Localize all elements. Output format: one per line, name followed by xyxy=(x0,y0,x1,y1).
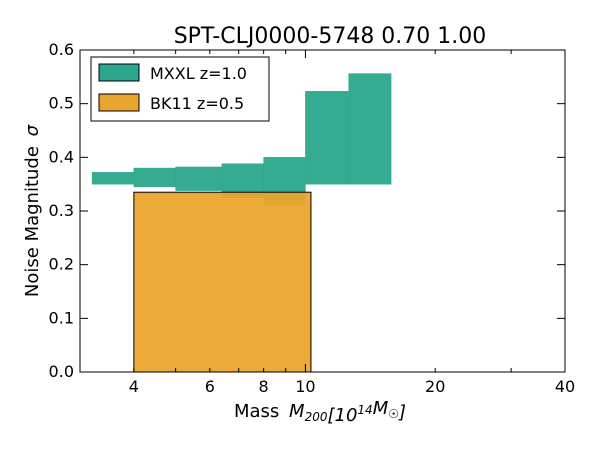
y-tick-label: 0.4 xyxy=(49,147,74,166)
chart-title: SPT-CLJ0000-5748 0.70 1.00 xyxy=(174,24,487,49)
mxxl-band-5 xyxy=(305,91,349,185)
mxxl-band-1 xyxy=(133,167,176,188)
x-axis-label-text: Mass xyxy=(234,401,279,422)
y-axis-label-text: Noise Magnitude xyxy=(22,146,43,297)
mxxl-band-6 xyxy=(348,73,392,185)
y-tick-label: 0.6 xyxy=(49,40,74,59)
y-axis-label-symbol: σ xyxy=(22,124,43,136)
x-tick-label: 4 xyxy=(129,377,139,396)
legend-label: MXXL z=1.0 xyxy=(150,64,247,83)
x-tick-label: 20 xyxy=(425,377,445,396)
x-tick-label: 10 xyxy=(295,377,315,396)
y-tick-label: 0.3 xyxy=(49,201,74,220)
plot-area xyxy=(91,73,392,373)
x-tick-label: 40 xyxy=(555,377,575,396)
bk11-band-0 xyxy=(133,191,312,373)
x-axis-label-math: M200[1014M☉] xyxy=(289,398,406,426)
y-tick-label: 0.2 xyxy=(49,255,74,274)
x-tick-label: 6 xyxy=(205,377,215,396)
x-axis: 4 6 8 10 20 40 xyxy=(79,50,575,396)
y-tick-label: 0.1 xyxy=(49,308,74,327)
mxxl-band-2 xyxy=(175,166,223,191)
y-tick-label: 0.0 xyxy=(49,362,74,381)
x-axis-label: Mass M200[1014M☉] xyxy=(234,398,406,426)
y-axis-label: Noise Magnitude σ xyxy=(22,124,43,297)
legend-swatch xyxy=(98,63,140,82)
legend-label: BK11 z=0.5 xyxy=(150,94,244,113)
legend: MXXL z=1.0 BK11 z=0.5 xyxy=(90,56,270,122)
y-tick-label: 0.5 xyxy=(49,94,74,113)
mxxl-band-0 xyxy=(91,172,135,185)
y-axis: 0.0 0.1 0.2 0.3 0.4 0.5 0.6 xyxy=(49,40,565,381)
x-tick-label: 8 xyxy=(259,377,269,396)
legend-swatch xyxy=(98,93,140,112)
